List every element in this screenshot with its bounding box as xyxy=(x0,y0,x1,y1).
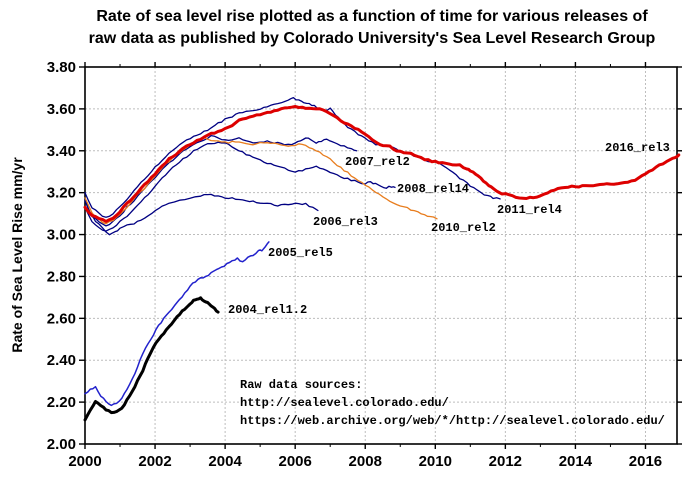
y-tick-label: 3.20 xyxy=(47,185,76,202)
series-label-2007_rel2: 2007_rel2 xyxy=(345,155,410,169)
y-tick-label: 2.20 xyxy=(47,394,76,411)
chart-title-line1: Rate of sea level rise plotted as a func… xyxy=(96,8,648,25)
series-line-2007_rel2 xyxy=(84,134,358,227)
y-tick-label: 2.80 xyxy=(47,268,76,285)
y-tick-label: 2.40 xyxy=(47,352,76,369)
y-tick-label: 3.00 xyxy=(47,227,76,244)
series-line-2005_rel5 xyxy=(84,241,270,407)
x-tick-label: 2008 xyxy=(349,453,382,470)
y-tick-label: 2.00 xyxy=(47,436,76,453)
series-label-2008_rel14: 2008_rel14 xyxy=(397,182,470,196)
y-tick-label: 2.60 xyxy=(47,310,76,327)
series-line-2016_rel3 xyxy=(83,105,681,223)
y-tick-label: 3.40 xyxy=(47,143,76,160)
y-tick-label: 3.60 xyxy=(47,101,76,118)
x-tick-label: 2012 xyxy=(489,453,522,470)
x-tick-label: 2014 xyxy=(559,453,593,470)
series-line-2006_rel3 xyxy=(84,193,319,236)
series-line-2008_rel14 xyxy=(84,141,396,232)
series-label-2006_rel3: 2006_rel3 xyxy=(313,215,378,229)
x-tick-label: 2010 xyxy=(419,453,452,470)
series-label-2011_rel4: 2011_rel4 xyxy=(497,203,562,217)
series-label-2004_rel1.2: 2004_rel1.2 xyxy=(228,303,308,317)
y-tick-label: 3.80 xyxy=(47,59,76,76)
x-tick-label: 2002 xyxy=(138,453,171,470)
annotation-line2: http://sealevel.colorado.edu/ xyxy=(240,396,449,410)
x-tick-label: 2004 xyxy=(208,453,242,470)
series-label-2016_rel3: 2016_rel3 xyxy=(605,141,670,155)
series-line-2010_rel2 xyxy=(84,136,438,225)
raw-data-sources-annotation: Raw data sources: http://sealevel.colora… xyxy=(240,376,665,430)
series-label-2010_rel2: 2010_rel2 xyxy=(431,221,496,235)
series-label-2005_rel5: 2005_rel5 xyxy=(268,246,333,260)
x-tick-label: 2016 xyxy=(629,453,662,470)
x-tick-label: 2000 xyxy=(68,453,101,470)
plot-border xyxy=(84,66,678,445)
series-line-2011_rel4 xyxy=(84,96,501,218)
chart-title: Rate of sea level rise plotted as a func… xyxy=(44,6,700,50)
chart-title-line2: raw data as published by Colorado Univer… xyxy=(88,30,656,47)
series-line-2004_rel1.2 xyxy=(83,296,220,422)
x-tick-label: 2006 xyxy=(278,453,311,470)
annotation-line3: https://web.archive.org/web/*/http://sea… xyxy=(240,414,665,428)
annotation-line1: Raw data sources: xyxy=(240,378,363,392)
